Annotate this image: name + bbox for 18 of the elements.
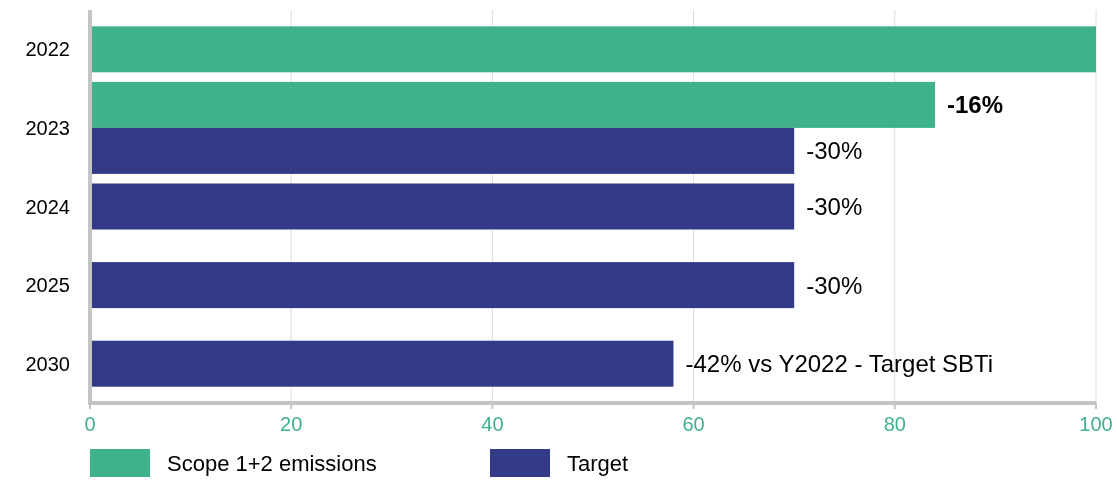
annotation: -30% bbox=[806, 137, 863, 165]
annotation: -16% bbox=[947, 91, 1004, 119]
annotation: -30% bbox=[806, 271, 863, 299]
y-tick-label: 2024 bbox=[25, 195, 70, 218]
x-tick-label: 40 bbox=[481, 413, 504, 435]
y-tick-label: 2030 bbox=[25, 352, 70, 375]
y-tick-label: 2022 bbox=[25, 38, 70, 61]
y-tick-label: 2025 bbox=[25, 274, 70, 297]
y-tick-label: 2023 bbox=[25, 116, 70, 139]
legend-label: Target bbox=[567, 450, 629, 476]
x-tick-label: 60 bbox=[682, 413, 705, 435]
annotation: -42% vs Y2022 - Target SBTi bbox=[685, 350, 994, 378]
x-tick-label: 100 bbox=[1079, 413, 1113, 435]
x-tick-label: 80 bbox=[883, 413, 906, 435]
x-tick-label: 0 bbox=[84, 413, 96, 435]
annotation: -30% bbox=[806, 192, 863, 220]
legend-label: Scope 1+2 emissions bbox=[167, 450, 377, 476]
x-tick-label: 20 bbox=[280, 413, 303, 435]
